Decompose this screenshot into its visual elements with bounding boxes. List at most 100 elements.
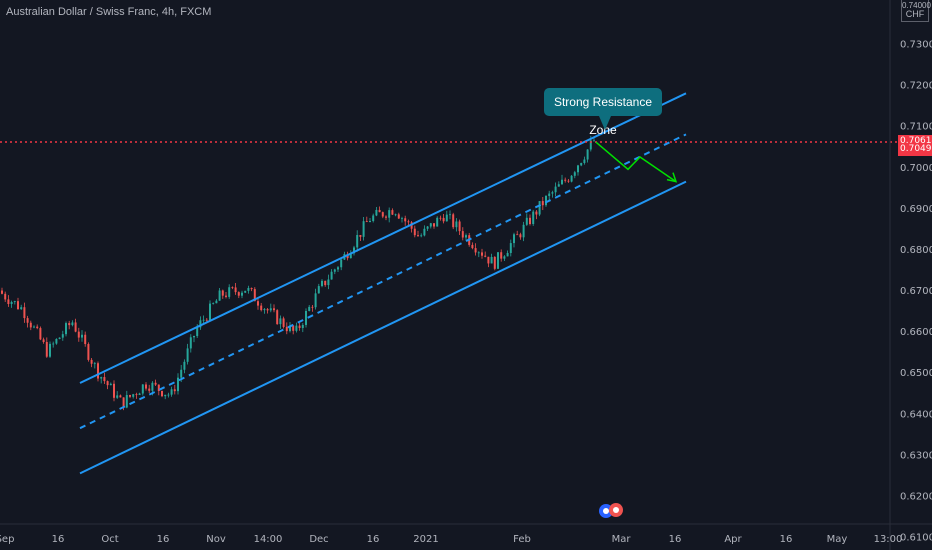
candle-body: [193, 336, 195, 338]
candle-body: [465, 235, 467, 238]
candle-body: [545, 196, 547, 206]
candle-body: [381, 212, 384, 217]
candle-body: [474, 248, 477, 253]
channel-layer: [0, 92, 898, 475]
candle-body: [26, 318, 29, 323]
resistance-callout[interactable]: Strong Resistance Zone: [544, 88, 662, 137]
candle-body: [359, 235, 362, 237]
candle-body: [407, 221, 410, 223]
currency-unit[interactable]: 0.74000 CHF: [901, 0, 931, 22]
candle-body: [369, 221, 371, 223]
candle-body: [439, 217, 442, 219]
candle-body: [477, 252, 480, 254]
candle-body: [397, 214, 400, 219]
candle-body: [135, 394, 138, 396]
candle-body: [490, 256, 493, 264]
candle-body: [221, 290, 224, 296]
x-tick-label: Dec: [309, 534, 328, 545]
candle-body: [375, 209, 378, 216]
projection-path[interactable]: [595, 141, 677, 183]
unit-label: CHF: [905, 9, 925, 19]
time-axis: Sep 16 Oct 16 Nov 14:00 Dec 16 2021 Feb Mar 16 Apr 16…: [0, 523, 932, 545]
candle-body: [180, 369, 183, 378]
candle-body: [289, 325, 291, 332]
candle-body: [55, 338, 58, 344]
candle-body: [413, 228, 416, 236]
candle-body: [7, 299, 10, 304]
candle-body: [481, 252, 483, 256]
x-tick-label: 16: [367, 534, 380, 545]
candle-body: [349, 253, 352, 259]
candle-body: [122, 397, 125, 408]
candle-body: [548, 193, 551, 197]
candle-body: [100, 377, 103, 379]
candle-body: [170, 389, 173, 395]
candle-body: [353, 247, 355, 254]
candle-body: [71, 322, 74, 326]
candle-body: [577, 165, 579, 173]
tradingview-logo-icon[interactable]: [598, 500, 626, 520]
candle-body: [215, 300, 218, 304]
candle-body: [551, 192, 554, 194]
candle-body: [68, 323, 71, 326]
candle-body: [516, 234, 519, 236]
candle-body: [81, 334, 83, 338]
candle-body: [84, 334, 87, 345]
candle-body: [61, 334, 64, 338]
candle-body: [205, 319, 208, 321]
x-tick-label: Sep: [0, 534, 14, 545]
candle-body: [234, 287, 237, 293]
candle-body: [449, 214, 451, 216]
candle-body: [362, 221, 365, 237]
candle-body: [276, 310, 279, 325]
candle-body: [564, 179, 567, 181]
candle-body: [161, 390, 163, 397]
candle-body: [417, 235, 419, 237]
candle-body: [17, 301, 19, 310]
candle-body: [420, 235, 423, 237]
candles-layer: [1, 135, 595, 411]
candle-body: [247, 287, 250, 291]
channel-lower-line[interactable]: [79, 180, 687, 475]
candle-body: [119, 395, 122, 398]
projection-arrowhead: [666, 172, 678, 183]
candle-body: [33, 326, 35, 328]
candle-body: [573, 172, 576, 176]
candle-body: [113, 383, 115, 398]
candle-body: [426, 226, 429, 229]
candle-body: [199, 320, 202, 328]
candle-body: [404, 218, 407, 222]
channel-middle-line[interactable]: [79, 133, 687, 430]
candle-body: [567, 180, 570, 182]
candle-body: [583, 159, 586, 163]
x-tick-label: 16: [669, 534, 682, 545]
x-tick-label: Oct: [101, 534, 118, 545]
candle-body: [129, 395, 131, 397]
candle-body: [77, 331, 80, 338]
candle-body: [461, 231, 464, 238]
candle-body: [218, 290, 221, 301]
candle-body: [186, 348, 189, 362]
candle-body: [29, 322, 32, 328]
candle-body: [52, 343, 55, 345]
candle-body: [330, 271, 333, 280]
candle-body: [525, 217, 528, 225]
candle-body: [311, 306, 314, 308]
candle-body: [74, 322, 77, 332]
candle-body: [292, 325, 295, 331]
candle-body: [458, 221, 461, 232]
x-tick-label: 2021: [413, 534, 438, 545]
candle-body: [250, 287, 253, 290]
candle-body: [493, 256, 496, 269]
candle-body: [333, 269, 336, 272]
x-tick-label: Feb: [513, 534, 531, 545]
candle-body: [4, 293, 7, 300]
candle-body: [202, 319, 205, 321]
candle-body: [177, 377, 179, 392]
